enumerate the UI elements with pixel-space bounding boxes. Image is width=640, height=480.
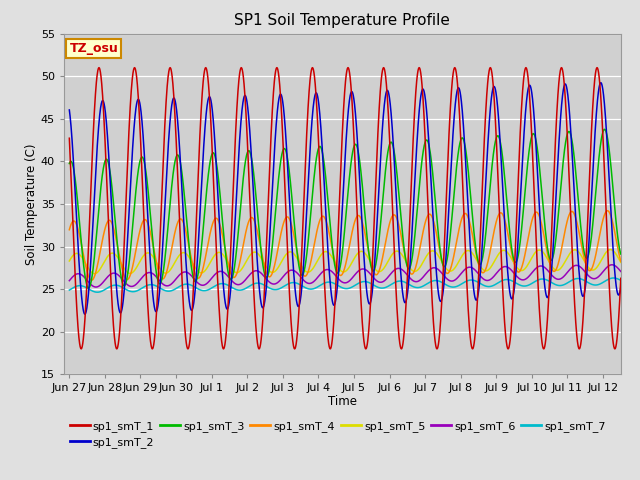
sp1_smT_4 <box>301 273 308 279</box>
sp1_smT_4 <box>65 227 73 233</box>
sp1_smT_6 <box>301 278 308 284</box>
sp1_smT_7 <box>617 277 625 283</box>
sp1_smT_6 <box>277 276 285 282</box>
sp1_smT_5 <box>547 262 555 267</box>
sp1_smT_3 <box>277 156 285 162</box>
sp1_smT_5 <box>129 270 136 276</box>
sp1_smT_5 <box>65 258 73 264</box>
Title: SP1 Soil Temperature Profile: SP1 Soil Temperature Profile <box>234 13 451 28</box>
sp1_smT_3 <box>161 254 169 260</box>
sp1_smT_7 <box>65 287 73 293</box>
sp1_smT_1 <box>301 172 308 178</box>
sp1_smT_3 <box>600 127 608 132</box>
sp1_smT_5 <box>277 260 285 265</box>
sp1_smT_7 <box>161 288 169 293</box>
sp1_smT_5 <box>91 271 99 276</box>
sp1_smT_7 <box>610 275 618 281</box>
sp1_smT_6 <box>617 269 625 275</box>
sp1_smT_1 <box>451 65 459 71</box>
sp1_smT_6 <box>547 271 555 277</box>
sp1_smT_1 <box>161 116 169 122</box>
sp1_smT_3 <box>617 251 625 257</box>
sp1_smT_2 <box>161 198 169 204</box>
sp1_smT_6 <box>92 284 100 290</box>
sp1_smT_4 <box>161 273 169 279</box>
sp1_smT_6 <box>129 284 136 289</box>
sp1_smT_4 <box>607 212 614 217</box>
Line: sp1_smT_5: sp1_smT_5 <box>69 250 621 274</box>
sp1_smT_2 <box>597 80 605 85</box>
sp1_smT_2 <box>607 198 614 204</box>
sp1_smT_4 <box>277 230 285 236</box>
sp1_smT_7 <box>547 279 555 285</box>
Line: sp1_smT_6: sp1_smT_6 <box>69 265 621 287</box>
sp1_smT_4 <box>88 277 95 283</box>
sp1_smT_1 <box>547 246 555 252</box>
sp1_smT_5 <box>161 270 169 276</box>
Line: sp1_smT_3: sp1_smT_3 <box>69 130 621 288</box>
sp1_smT_3 <box>85 285 93 291</box>
sp1_smT_1 <box>65 135 73 141</box>
Text: TZ_osu: TZ_osu <box>70 42 118 55</box>
sp1_smT_3 <box>301 264 308 270</box>
sp1_smT_2 <box>81 312 89 317</box>
sp1_smT_5 <box>617 260 625 265</box>
sp1_smT_6 <box>161 283 169 288</box>
sp1_smT_7 <box>606 276 614 281</box>
sp1_smT_7 <box>277 285 285 291</box>
X-axis label: Time: Time <box>328 395 357 408</box>
sp1_smT_4 <box>547 264 555 269</box>
sp1_smT_4 <box>604 208 611 214</box>
sp1_smT_3 <box>65 161 73 167</box>
Line: sp1_smT_1: sp1_smT_1 <box>69 68 621 349</box>
sp1_smT_6 <box>606 262 614 268</box>
sp1_smT_6 <box>65 278 73 284</box>
sp1_smT_6 <box>608 262 616 268</box>
sp1_smT_1 <box>277 100 285 106</box>
sp1_smT_2 <box>617 284 625 289</box>
Line: sp1_smT_7: sp1_smT_7 <box>69 278 621 292</box>
sp1_smT_1 <box>129 75 136 81</box>
Line: sp1_smT_2: sp1_smT_2 <box>69 83 621 314</box>
sp1_smT_2 <box>65 107 73 113</box>
sp1_smT_2 <box>301 240 308 246</box>
sp1_smT_7 <box>93 289 101 295</box>
sp1_smT_5 <box>607 247 614 252</box>
sp1_smT_4 <box>129 264 136 270</box>
Legend: sp1_smT_1, sp1_smT_2, sp1_smT_3, sp1_smT_4, sp1_smT_5, sp1_smT_6, sp1_smT_7: sp1_smT_1, sp1_smT_2, sp1_smT_3, sp1_smT… <box>70 421 606 448</box>
sp1_smT_1 <box>607 303 614 309</box>
sp1_smT_4 <box>617 259 625 264</box>
sp1_smT_3 <box>129 226 136 232</box>
sp1_smT_2 <box>547 276 555 282</box>
sp1_smT_1 <box>113 346 120 352</box>
sp1_smT_7 <box>129 289 136 295</box>
sp1_smT_7 <box>301 285 308 290</box>
sp1_smT_1 <box>617 276 625 281</box>
sp1_smT_2 <box>277 92 285 97</box>
Line: sp1_smT_4: sp1_smT_4 <box>69 211 621 280</box>
sp1_smT_2 <box>129 149 136 155</box>
sp1_smT_3 <box>547 257 555 263</box>
sp1_smT_3 <box>607 157 614 163</box>
sp1_smT_5 <box>606 247 614 252</box>
sp1_smT_5 <box>301 268 308 274</box>
Y-axis label: Soil Temperature (C): Soil Temperature (C) <box>25 143 38 265</box>
